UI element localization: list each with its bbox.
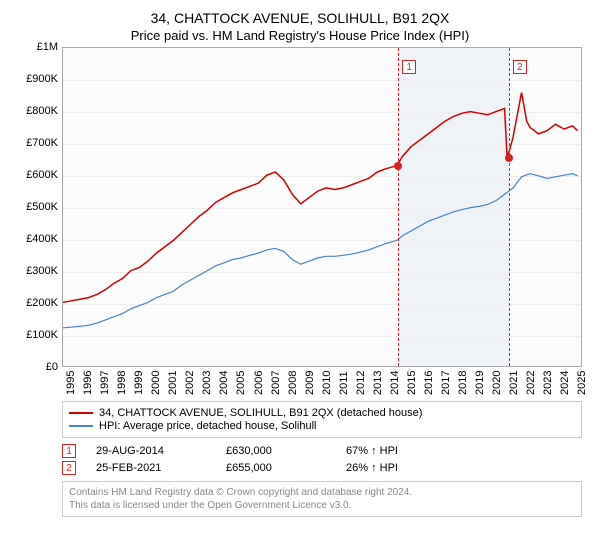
y-tick-label: £600K: [26, 169, 58, 181]
y-tick-label: £700K: [26, 137, 58, 149]
x-tick-label: 2004: [218, 371, 230, 395]
legend-swatch: [69, 425, 93, 427]
x-tick-label: 2007: [270, 371, 282, 395]
y-tick-label: £500K: [26, 201, 58, 213]
x-tick-label: 2011: [338, 371, 350, 395]
y-tick-label: £400K: [26, 233, 58, 245]
x-tick-label: 2002: [184, 371, 196, 395]
y-tick-label: £900K: [26, 73, 58, 85]
x-tick-label: 2019: [474, 371, 486, 395]
legend-label: 34, CHATTOCK AVENUE, SOLIHULL, B91 2QX (…: [99, 407, 422, 419]
legend-swatch: [69, 412, 93, 414]
y-tick-label: £800K: [26, 105, 58, 117]
y-tick-label: £300K: [26, 265, 58, 277]
plot-area: 12: [62, 47, 582, 367]
event-price: £630,000: [226, 445, 326, 457]
x-tick-label: 2009: [304, 371, 316, 395]
footer-line2: This data is licensed under the Open Gov…: [69, 499, 575, 512]
footer: Contains HM Land Registry data © Crown c…: [62, 481, 582, 517]
footer-line1: Contains HM Land Registry data © Crown c…: [69, 486, 575, 499]
x-tick-label: 1997: [99, 371, 111, 395]
y-tick-label: £1M: [37, 41, 58, 53]
chart-subtitle: Price paid vs. HM Land Registry's House …: [12, 28, 588, 43]
x-tick-label: 2008: [287, 371, 299, 395]
title-area: 34, CHATTOCK AVENUE, SOLIHULL, B91 2QX P…: [12, 10, 588, 43]
legend-row: 34, CHATTOCK AVENUE, SOLIHULL, B91 2QX (…: [69, 407, 575, 419]
x-tick-label: 2013: [372, 371, 384, 395]
x-tick-label: 2015: [406, 371, 418, 395]
chart-title: 34, CHATTOCK AVENUE, SOLIHULL, B91 2QX: [12, 10, 588, 26]
x-tick-label: 1995: [65, 371, 77, 395]
x-tick-label: 1998: [116, 371, 128, 395]
event-date: 29-AUG-2014: [96, 445, 206, 457]
x-tick-label: 1999: [133, 371, 145, 395]
event-row: 2 25-FEB-2021 £655,000 26% ↑ HPI: [62, 461, 582, 475]
x-tick-label: 2012: [355, 371, 367, 395]
event-marker-dot: [394, 162, 402, 170]
event-vline: [509, 48, 510, 366]
line-svg: [63, 48, 581, 366]
event-number-box: 2: [62, 461, 76, 475]
event-vline: [398, 48, 399, 366]
x-tick-label: 2017: [440, 371, 452, 395]
x-tick-label: 2021: [508, 371, 520, 395]
y-tick-label: £100K: [26, 329, 58, 341]
legend: 34, CHATTOCK AVENUE, SOLIHULL, B91 2QX (…: [62, 401, 582, 438]
x-axis: 1995 1996 1997 1998 1999 2000 2001 2002 2003 2004…: [62, 367, 582, 397]
x-tick-label: 2024: [559, 371, 571, 395]
chart-area: £0 £100K £200K £300K £400K £500K £600K £700K £80…: [12, 47, 588, 397]
y-axis: £0£100K£200K£300K£400K£500K£600K£700K£80…: [12, 47, 62, 367]
x-tick-label: 2025: [576, 371, 588, 395]
event-marker-dot: [505, 154, 513, 162]
event-price: £655,000: [226, 462, 326, 474]
legend-row: HPI: Average price, detached house, Soli…: [69, 420, 575, 432]
event-delta: 67% ↑ HPI: [346, 445, 398, 457]
event-date: 25-FEB-2021: [96, 462, 206, 474]
x-tick-label: 2003: [201, 371, 213, 395]
series-hpi: [63, 174, 578, 328]
chart-container: 34, CHATTOCK AVENUE, SOLIHULL, B91 2QX P…: [0, 0, 600, 560]
x-tick-label: 2016: [423, 371, 435, 395]
x-tick-label: 2001: [167, 371, 179, 395]
x-tick-label: 2006: [253, 371, 265, 395]
event-marker-box: 2: [513, 60, 527, 74]
y-tick-label: £0: [46, 361, 58, 373]
x-tick-label: 2005: [235, 371, 247, 395]
event-row: 1 29-AUG-2014 £630,000 67% ↑ HPI: [62, 444, 582, 458]
event-delta: 26% ↑ HPI: [346, 462, 398, 474]
legend-label: HPI: Average price, detached house, Soli…: [99, 420, 317, 432]
event-marker-box: 1: [402, 60, 416, 74]
x-tick-label: 2022: [525, 371, 537, 395]
events-table: 1 29-AUG-2014 £630,000 67% ↑ HPI 2 25-FEB-202…: [62, 444, 582, 475]
x-tick-label: 2010: [321, 371, 333, 395]
y-tick-label: £200K: [26, 297, 58, 309]
x-tick-label: 1996: [82, 371, 94, 395]
x-tick-label: 2018: [457, 371, 469, 395]
event-number-box: 1: [62, 444, 76, 458]
x-tick-label: 2020: [491, 371, 503, 395]
x-tick-label: 2000: [150, 371, 162, 395]
x-tick-label: 2014: [389, 371, 401, 395]
x-tick-label: 2023: [542, 371, 554, 395]
